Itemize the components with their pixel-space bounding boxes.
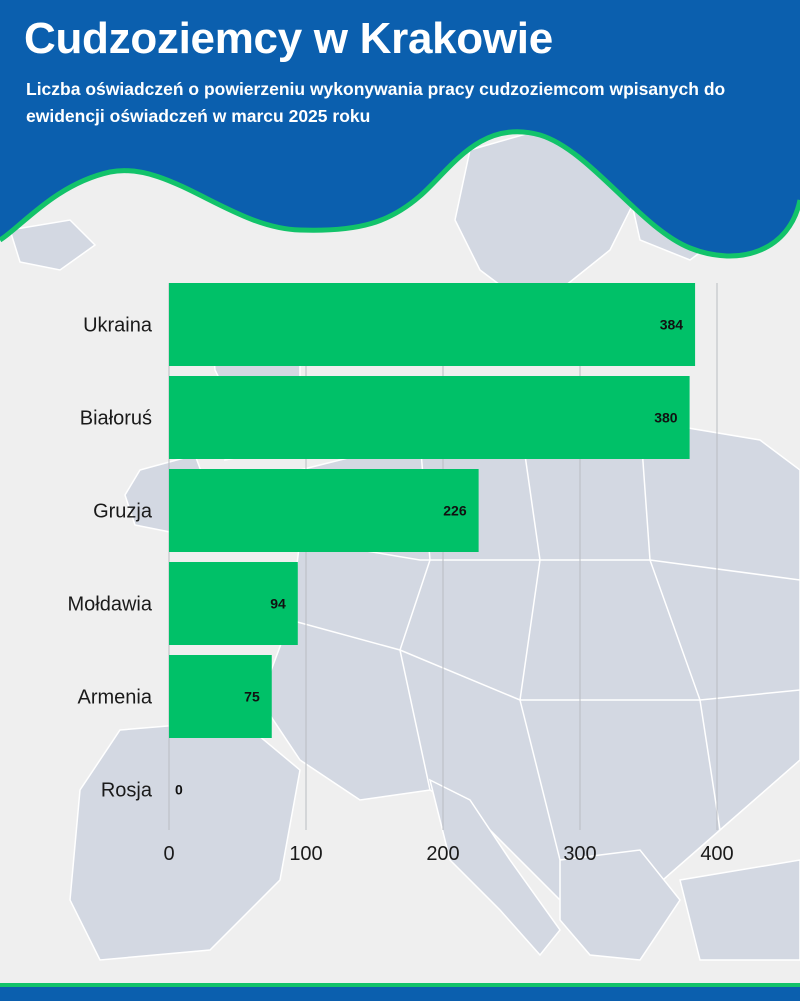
- category-label: Rosja: [101, 780, 153, 802]
- category-label: Gruzja: [93, 501, 153, 523]
- x-tick-label: 300: [563, 843, 596, 865]
- category-label: Ukraina: [83, 315, 153, 337]
- x-tick-label: 100: [289, 843, 322, 865]
- category-label: Armenia: [78, 687, 153, 709]
- value-label: 75: [244, 689, 260, 705]
- value-label: 94: [270, 596, 286, 612]
- value-label: 226: [443, 503, 467, 519]
- bar: [169, 655, 272, 738]
- header-banner: [0, 0, 800, 259]
- value-label: 384: [660, 317, 684, 333]
- x-tick-label: 0: [163, 843, 174, 865]
- x-tick-label: 400: [700, 843, 733, 865]
- footer-bar: [0, 983, 800, 1001]
- value-label: 380: [654, 410, 678, 426]
- bar: [169, 469, 479, 552]
- category-label: Białoruś: [80, 408, 152, 430]
- bar: [169, 562, 298, 645]
- bar: [169, 283, 696, 366]
- page-title: Cudzoziemcy w Krakowie: [24, 14, 553, 63]
- page-subtitle: Liczba oświadczeń o powierzeniu wykonywa…: [26, 79, 726, 126]
- bar: [169, 376, 690, 459]
- value-label: 0: [175, 782, 183, 798]
- category-label: Mołdawia: [68, 594, 153, 616]
- x-tick-label: 200: [426, 843, 459, 865]
